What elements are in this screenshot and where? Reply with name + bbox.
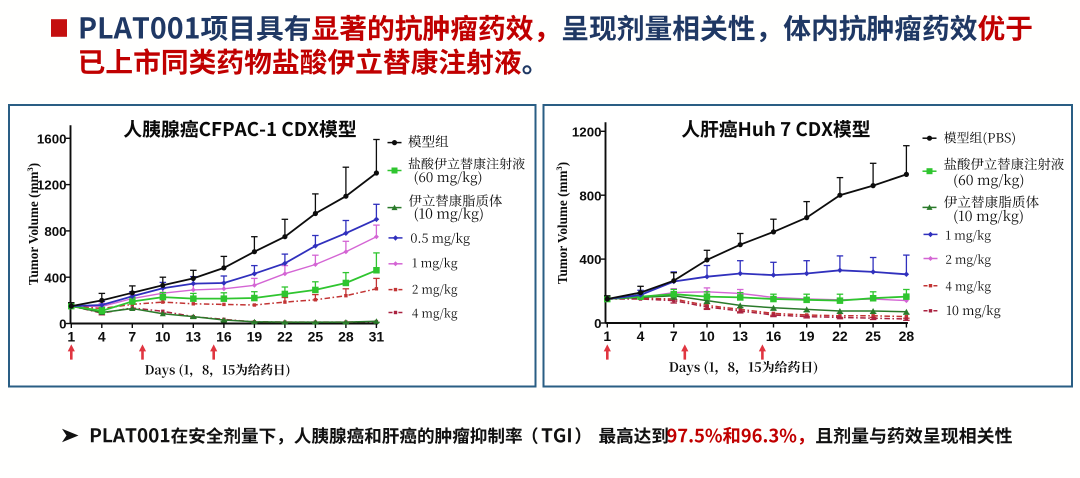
svg-text:400: 400	[579, 252, 601, 267]
svg-text:1: 1	[67, 328, 75, 344]
svg-text:10: 10	[699, 328, 715, 344]
svg-text:16: 16	[766, 328, 782, 344]
svg-text:1600: 1600	[37, 131, 67, 146]
svg-text:13: 13	[186, 328, 202, 344]
svg-text:400: 400	[44, 270, 66, 285]
svg-text:7: 7	[670, 328, 678, 344]
svg-text:4: 4	[98, 328, 106, 344]
svg-text:25: 25	[865, 328, 881, 344]
svg-text:800: 800	[44, 224, 66, 239]
svg-text:1200: 1200	[572, 124, 602, 139]
svg-text:19: 19	[247, 328, 263, 344]
svg-text:22: 22	[832, 328, 848, 344]
svg-text:13: 13	[732, 328, 748, 344]
svg-text:0: 0	[594, 316, 601, 331]
svg-text:0: 0	[59, 317, 66, 332]
svg-text:16: 16	[216, 328, 232, 344]
svg-text:Tumor Volume (mm3): Tumor Volume (mm3)	[554, 162, 570, 284]
svg-text:Tumor Volume (mm3): Tumor Volume (mm3)	[25, 163, 41, 285]
svg-text:31: 31	[369, 328, 385, 344]
svg-text:19: 19	[799, 328, 815, 344]
svg-text:4: 4	[637, 328, 645, 344]
svg-text:1200: 1200	[37, 178, 67, 193]
svg-text:1: 1	[603, 328, 611, 344]
svg-text:28: 28	[338, 328, 354, 344]
svg-text:22: 22	[277, 328, 293, 344]
svg-text:800: 800	[579, 188, 601, 203]
svg-text:25: 25	[308, 328, 324, 344]
svg-text:7: 7	[128, 328, 136, 344]
svg-text:28: 28	[899, 328, 915, 344]
svg-text:10: 10	[155, 328, 171, 344]
